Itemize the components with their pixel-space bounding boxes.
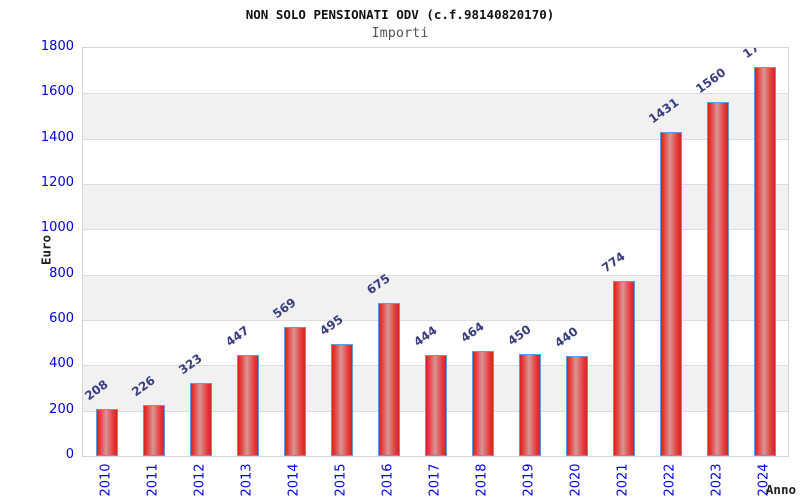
y-tick-label: 600 [49, 311, 74, 326]
x-tick-label: 2016 [380, 463, 395, 497]
y-axis-title: Euro [38, 234, 54, 266]
bar-2022 [659, 131, 682, 456]
bar-2016 [377, 303, 400, 456]
x-tick-label: 2019 [521, 463, 536, 497]
bar-2020 [565, 356, 588, 456]
bar-2021 [612, 280, 635, 456]
grid-band-gray [83, 274, 788, 320]
x-tick-label: 2015 [333, 463, 348, 497]
y-tick-label: 400 [49, 356, 74, 372]
y-tick-label: 800 [49, 265, 74, 281]
y-tick-label: 1400 [40, 129, 74, 145]
bar-2011 [142, 404, 165, 456]
bar-2017 [424, 355, 447, 456]
bar-2024 [753, 66, 776, 456]
bar-2015 [330, 343, 353, 456]
x-tick-label: 2013 [239, 463, 254, 497]
bar-2023 [706, 102, 729, 456]
grid-band-white [83, 138, 788, 184]
bar-2013 [236, 354, 259, 456]
x-tick-label: 2020 [568, 463, 583, 497]
y-tick-label: 1200 [40, 175, 74, 190]
grid-band-gray [83, 93, 788, 139]
y-tick-label: 1600 [40, 84, 74, 100]
x-tick-label: 2017 [427, 463, 442, 497]
bar-2019 [518, 354, 541, 456]
y-tick-label: 200 [49, 401, 74, 417]
x-tick-label: 2012 [192, 463, 207, 497]
grid-band-white [83, 320, 788, 365]
x-tick-label: 2010 [98, 463, 113, 497]
grid-band-white [83, 229, 788, 274]
x-tick-label: 2023 [709, 463, 724, 497]
chart-subtitle: Importi [371, 25, 429, 41]
bar-2014 [283, 327, 306, 456]
x-tick-label: 2022 [662, 463, 677, 497]
grid-band-white [83, 48, 788, 93]
x-tick-label: 2021 [615, 463, 630, 497]
x-tick-label: 2018 [474, 463, 489, 497]
y-tick-label: 1800 [40, 39, 74, 54]
x-axis-title: Anno [765, 482, 796, 497]
grid-band-gray [83, 184, 788, 230]
x-tick-label: 2011 [145, 463, 160, 497]
y-tick-label: 0 [65, 447, 74, 462]
bar-2012 [189, 382, 212, 456]
x-tick-label: 2014 [286, 463, 301, 497]
bar-2010 [95, 408, 118, 456]
y-tick-label: 1000 [40, 220, 74, 236]
chart-title: NON SOLO PENSIONATI ODV (c.f.98140820170… [245, 7, 555, 22]
plot-area: 208 226 323 447 569 495 675 444 464 450 440 774 1431… [82, 47, 789, 457]
bar-2018 [471, 350, 494, 456]
